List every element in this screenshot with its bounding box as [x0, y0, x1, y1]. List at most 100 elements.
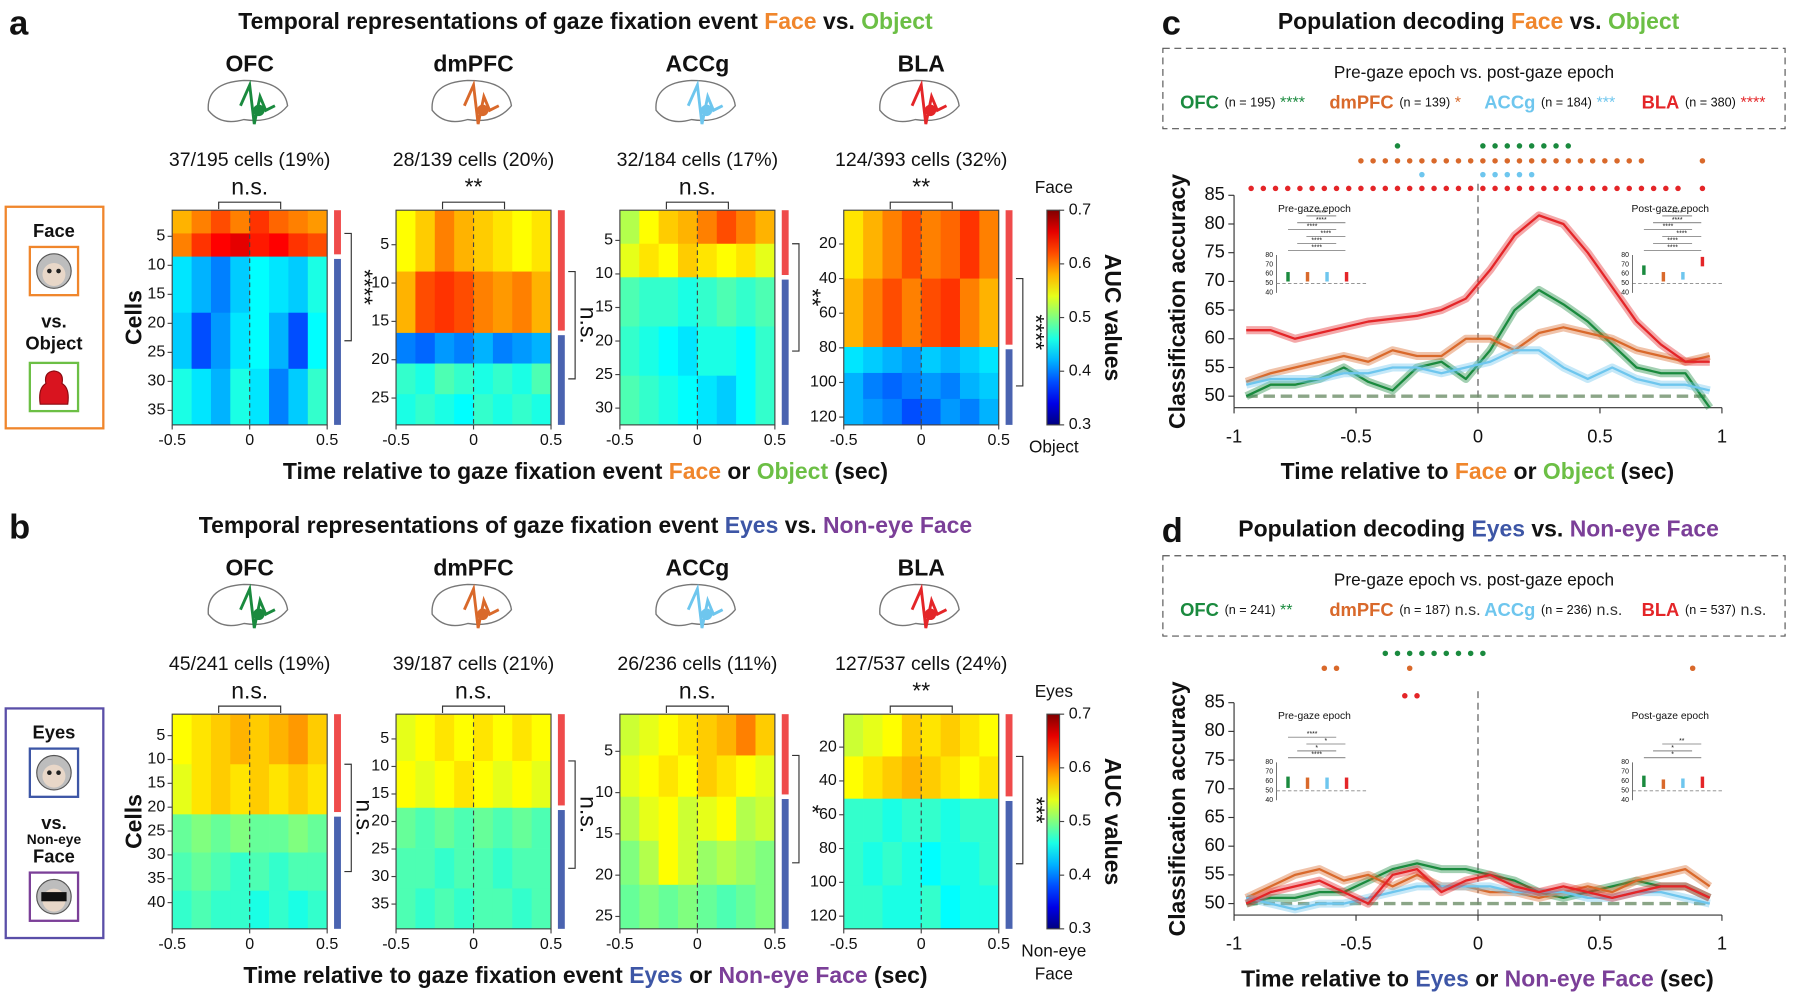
y-tick-label: 120 [810, 906, 837, 924]
top-significance: n.s. [231, 173, 268, 199]
heat-cell [531, 332, 552, 364]
y-tick-label: 80 [819, 338, 837, 356]
y-tick-label: 15 [371, 784, 389, 802]
heat-cell [882, 756, 903, 800]
side-bracket [792, 243, 800, 352]
heat-cell [396, 848, 416, 889]
heat-cell [959, 398, 980, 426]
y-tick-label: 20 [595, 331, 613, 349]
icon-face [42, 263, 66, 286]
significance-dot [1467, 158, 1474, 164]
y-tick-label: 25 [371, 839, 389, 857]
x-tick-label: -0.5 [830, 935, 858, 953]
heat-cell [249, 764, 270, 815]
significance-dot [1414, 693, 1420, 699]
heat-cell [736, 210, 756, 245]
heat-cell [512, 363, 532, 395]
brain-region [476, 608, 489, 621]
heat-cell [843, 842, 864, 886]
significance-dot [1443, 185, 1450, 192]
inset-bracket-label: **** [1672, 217, 1683, 224]
heat-cell [269, 368, 289, 426]
inset-bracket-label: **** [1672, 210, 1683, 217]
legend-name: dmPFC [1329, 91, 1393, 112]
heat-cell [843, 798, 864, 843]
x-tick-label: 0 [917, 431, 926, 449]
heat-cell [619, 326, 640, 377]
panel-letter: a [9, 4, 29, 42]
heat-cell [307, 368, 328, 426]
heat-cell [454, 332, 474, 364]
significance-dot [1528, 158, 1535, 164]
heat-cell [639, 840, 659, 886]
significance-dot [1663, 185, 1669, 192]
panel-title: Population decoding Face vs. Object [1278, 8, 1680, 34]
y-tick-label: 20 [819, 737, 837, 755]
heat-cell [921, 885, 941, 930]
colorbar-bottom-label: Non-eye [1021, 940, 1086, 960]
text-segment: (sec) [868, 962, 928, 988]
heat-cell [658, 375, 679, 426]
y-tick-label: 50 [1204, 384, 1224, 405]
heat-cell [512, 714, 532, 762]
inset-bracket-label: * [1671, 752, 1674, 759]
significance-dot [1480, 185, 1486, 192]
y-tick-label: 20 [819, 234, 837, 252]
heat-cell [230, 233, 251, 257]
legend-vs: vs. [41, 311, 67, 332]
colorbar-top-label: Face [1035, 177, 1073, 197]
brain-region [700, 608, 713, 621]
heat-cell [755, 375, 776, 426]
significance-dot [1699, 158, 1706, 164]
heat-cell [901, 210, 922, 279]
heat-cell [901, 798, 922, 843]
heat-cell [940, 210, 961, 279]
heat-cell [288, 368, 309, 426]
heat-cell [959, 210, 980, 279]
icon-eye [56, 770, 61, 776]
stats-box [1162, 555, 1786, 637]
legend-box [4, 707, 105, 940]
inset-bracket-label: ** [1679, 738, 1685, 745]
significance-dot [1553, 158, 1559, 164]
heat-cell [979, 398, 1000, 426]
heat-cell [396, 714, 416, 762]
colorbar-tick-label: 0.3 [1069, 415, 1091, 433]
other-cells-bar [334, 816, 341, 929]
y-tick-label: 5 [380, 729, 389, 747]
side-bracket [344, 232, 352, 342]
legend-n: (n = 537) [1685, 603, 1736, 617]
significance-dot [1345, 185, 1352, 192]
top-bracket [665, 705, 729, 714]
colorbar-bottom-label: Object [1029, 436, 1079, 456]
heat-cell [249, 890, 270, 930]
y-tick-label: 60 [1204, 834, 1224, 855]
significance-dot [1541, 185, 1547, 192]
heat-cell [230, 368, 251, 426]
heat-cell [454, 848, 474, 889]
y-tick-label: 80 [1204, 212, 1224, 233]
heat-cell [454, 807, 474, 849]
text-segment: Object [757, 458, 829, 484]
legend-vs: vs. [41, 812, 67, 833]
heat-cell [940, 756, 961, 800]
legend-entry: BLA (n = 537) n.s. [1642, 599, 1767, 620]
y-tick-label: 35 [147, 869, 165, 887]
colorbar-tick-label: 0.5 [1069, 308, 1091, 326]
heat-cell [959, 842, 980, 886]
text-segment: Object [861, 8, 933, 34]
text-segment: vs. [1525, 516, 1570, 542]
inset-tick-label: 70 [1621, 769, 1629, 776]
side-significance: n.s. [576, 307, 602, 344]
x-tick-label: 0 [469, 431, 478, 449]
significance-dot [1675, 185, 1681, 192]
significance-dot [1565, 185, 1572, 192]
heat-cell [415, 807, 436, 849]
text-segment: Time relative to [1241, 966, 1415, 992]
heat-cell [307, 852, 328, 892]
heat-cell [249, 256, 270, 314]
legend-bottom: Face [33, 846, 75, 867]
heat-cell [288, 852, 309, 892]
heat-cell [492, 332, 513, 364]
